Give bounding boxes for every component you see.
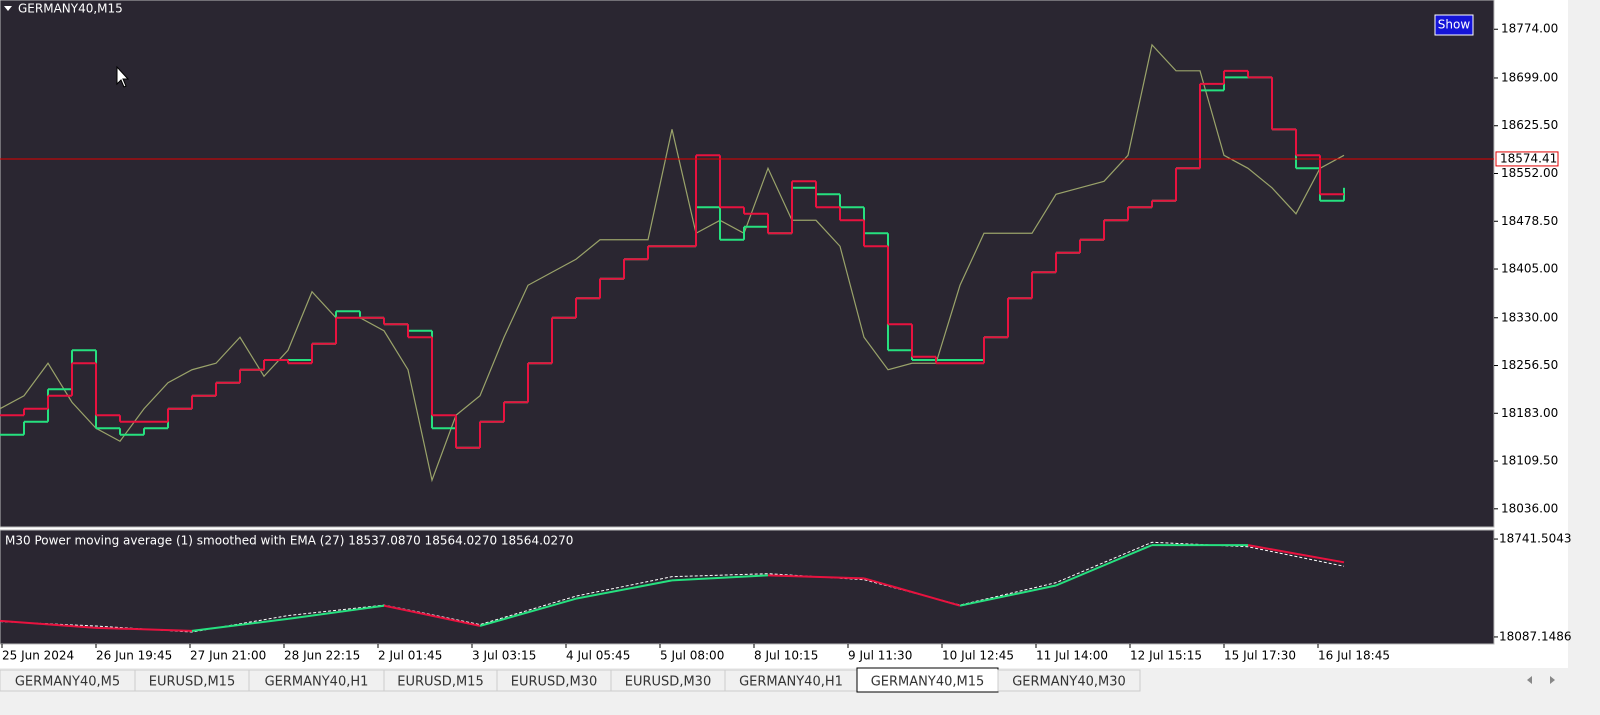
- y-tick-label: 18625.50: [1501, 118, 1558, 132]
- y-tick-label: 18552.00: [1501, 166, 1558, 180]
- y-tick-label: 18109.50: [1501, 454, 1558, 468]
- button-bg[interactable]: [1434, 14, 1474, 36]
- y-tick-label: 18699.00: [1501, 70, 1558, 84]
- ema-line: [0, 541, 1345, 633]
- button-label[interactable]: Show: [1438, 18, 1471, 32]
- power-ma-segment: [287, 604, 385, 620]
- x-tick-label: 3 Jul 03:15: [472, 649, 536, 663]
- tab-label[interactable]: GERMANY40,M5: [15, 675, 120, 690]
- x-tick-label: 10 Jul 12:45: [942, 649, 1014, 663]
- power-ma-segment: [863, 577, 961, 607]
- power-ma-segment: [671, 574, 769, 582]
- collapse-icon: [4, 6, 12, 11]
- power-ma-segment: [575, 579, 673, 600]
- power-ma-segment: [767, 574, 865, 580]
- tab-label[interactable]: EURUSD,M15: [149, 675, 235, 690]
- x-tick-label: 9 Jul 11:30: [848, 649, 912, 663]
- power-ma-segment: [0, 619, 97, 629]
- indicator-tick-label: 18087.1486: [1499, 629, 1572, 643]
- x-tick-label: 27 Jun 21:00: [190, 649, 266, 663]
- y-tick-label: 18774.00: [1501, 22, 1558, 36]
- y-tick-label: 18330.00: [1501, 310, 1558, 324]
- chart-symbol: GERMANY40,M15: [18, 2, 123, 16]
- scroll-left[interactable]: [1527, 676, 1532, 684]
- tab-label[interactable]: GERMANY40,M30: [1012, 675, 1126, 690]
- tab-label[interactable]: EURUSD,M30: [511, 675, 597, 690]
- current-price-box: [1495, 151, 1559, 167]
- power-ma-segment: [1055, 544, 1153, 587]
- indicator-label: M30 Power moving average (1) smoothed wi…: [5, 534, 573, 548]
- power-ma-segment: [479, 597, 577, 627]
- y-tick-label: 18405.00: [1501, 262, 1558, 276]
- tab-label[interactable]: EURUSD,M15: [397, 675, 483, 690]
- x-tick-label: 12 Jul 15:15: [1130, 649, 1202, 663]
- x-tick-label: 5 Jul 08:00: [660, 649, 724, 663]
- indicator-panel: [0, 529, 1495, 645]
- power-ma-segment: [191, 617, 289, 632]
- x-tick-label: 25 Jun 2024: [2, 649, 74, 663]
- power-ma-segment: [95, 626, 193, 632]
- x-tick-label: 11 Jul 14:00: [1036, 649, 1108, 663]
- power-ma-segment: [959, 584, 1057, 607]
- x-tick-label: 2 Jul 01:45: [378, 649, 442, 663]
- tab-active[interactable]: [856, 667, 999, 693]
- x-tick-label: 28 Jun 22:15: [284, 649, 360, 663]
- main-panel: [0, 0, 1495, 528]
- tab-label[interactable]: GERMANY40,H1: [739, 675, 843, 690]
- power-ma-segment: [1247, 544, 1345, 564]
- tab-label[interactable]: GERMANY40,M15: [871, 675, 985, 690]
- x-tick-label: 4 Jul 05:45: [566, 649, 630, 663]
- tab-label[interactable]: EURUSD,M30: [625, 675, 711, 690]
- cursor: [116, 65, 130, 88]
- price-line: [0, 43, 1345, 483]
- x-tick-label: 15 Jul 17:30: [1224, 649, 1296, 663]
- indicator-tick-label: 18741.5043: [1499, 532, 1572, 546]
- x-tick-label: 8 Jul 10:15: [754, 649, 818, 663]
- y-tick-label: 18183.00: [1501, 406, 1558, 420]
- x-tick-label: 16 Jul 18:45: [1318, 649, 1390, 663]
- x-tick-label: 26 Jun 19:45: [96, 649, 172, 663]
- power-ma-segment: [383, 604, 481, 627]
- y-tick-label: 18036.00: [1501, 501, 1558, 515]
- y-tick-label: 18478.50: [1501, 214, 1558, 228]
- show-button[interactable]: Show: [1434, 14, 1474, 36]
- tab-label[interactable]: GERMANY40,H1: [265, 675, 369, 690]
- current-price-label: 18574.41: [1500, 151, 1557, 165]
- y-tick-label: 18256.50: [1501, 358, 1558, 372]
- scroll-right[interactable]: [1550, 676, 1555, 684]
- tab[interactable]: [997, 669, 1141, 692]
